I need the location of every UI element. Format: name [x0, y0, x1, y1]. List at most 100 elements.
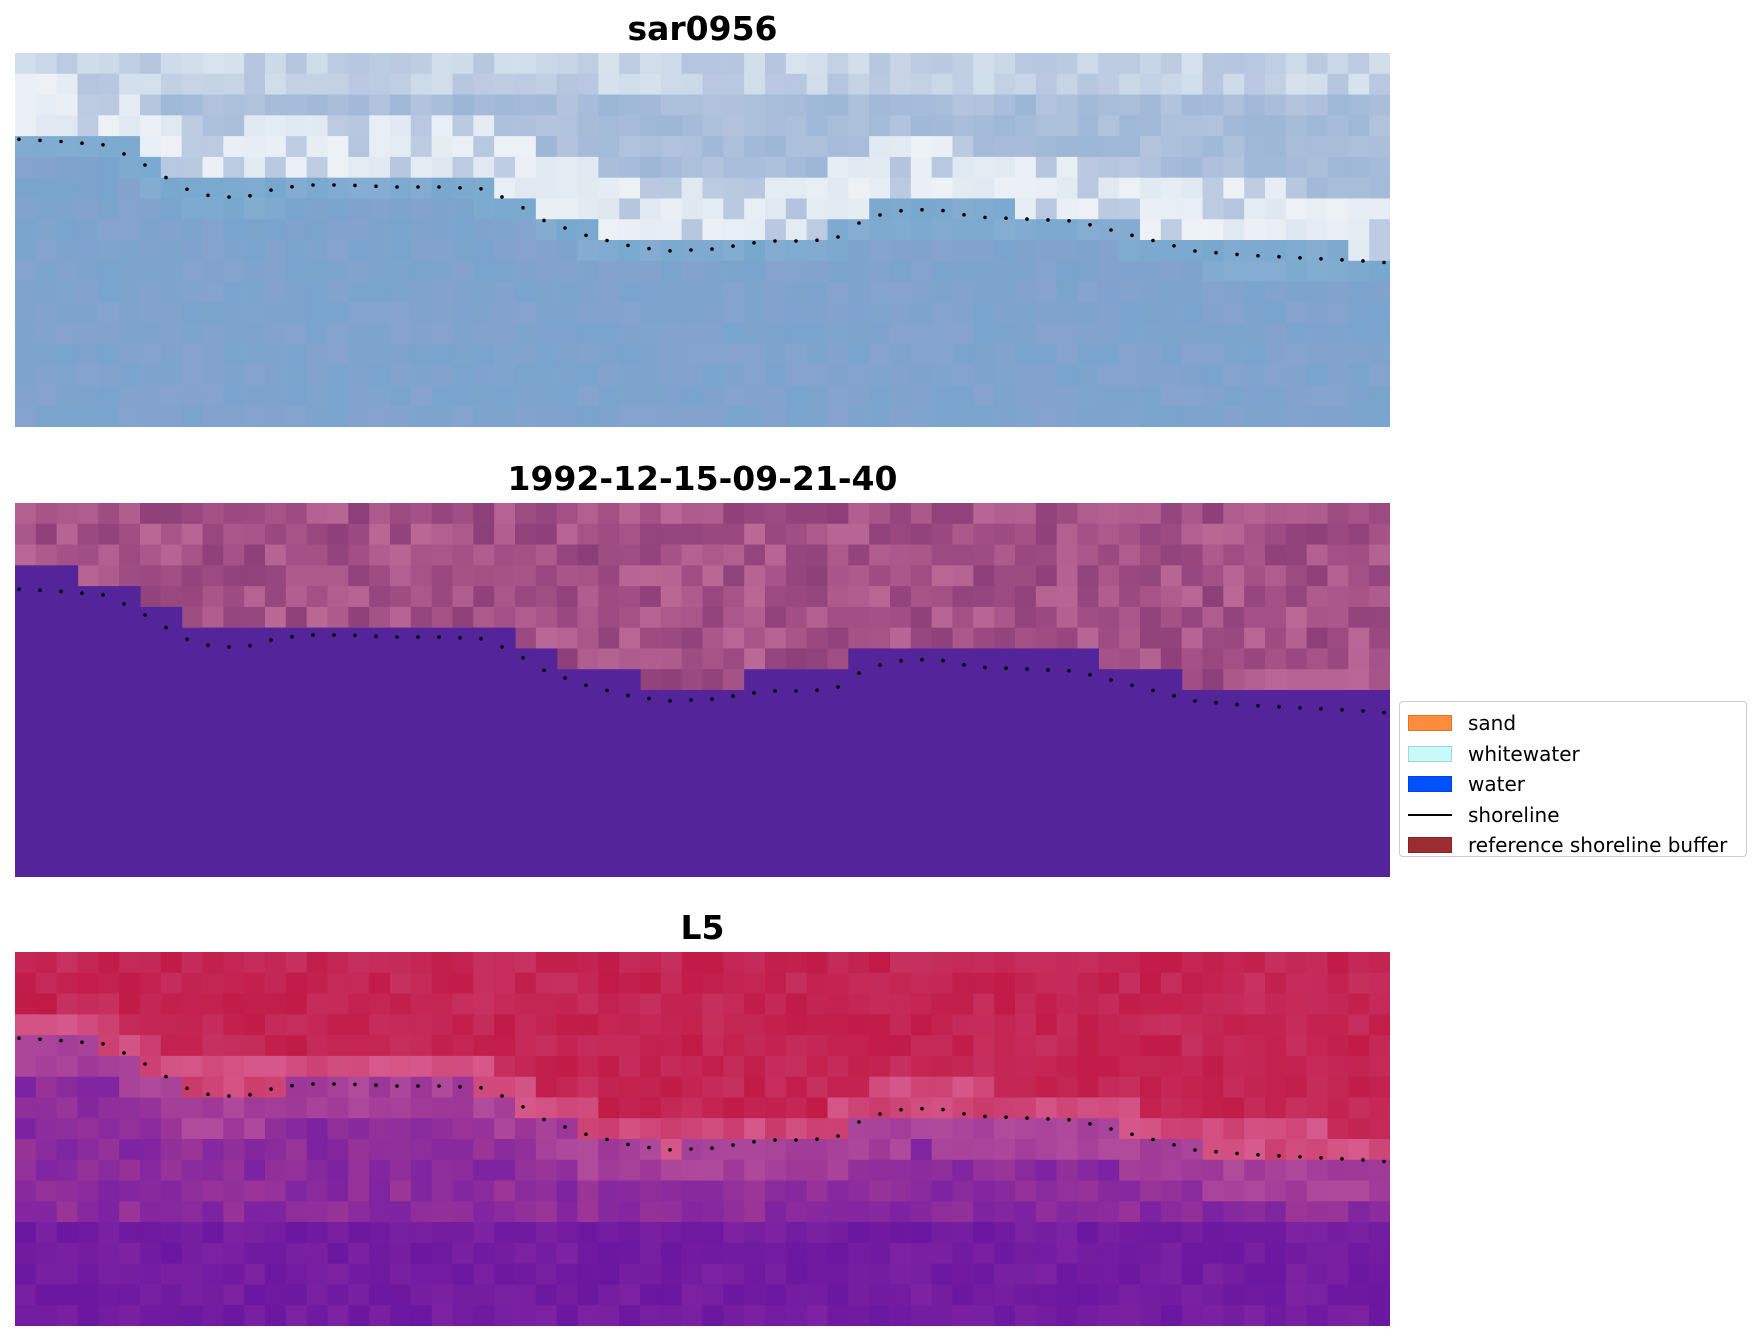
image-pixel [619, 1159, 641, 1182]
land-pixel [681, 503, 704, 525]
image-pixel [1140, 198, 1162, 220]
image-pixel [1140, 1284, 1162, 1306]
image-pixel [202, 1097, 224, 1119]
shoreline-point [1235, 1151, 1239, 1156]
image-pixel [765, 1055, 787, 1078]
image-pixel [1369, 972, 1390, 995]
image-pixel [369, 1076, 391, 1099]
image-pixel [1035, 952, 1058, 974]
image-pixel [535, 972, 558, 995]
image-pixel [1160, 1242, 1183, 1265]
image-pixel [15, 1242, 37, 1265]
image-pixel [77, 1242, 99, 1265]
image-pixel [744, 1139, 766, 1161]
image-pixel [306, 1139, 329, 1161]
image-pixel [910, 177, 933, 200]
image-pixel [598, 364, 620, 387]
image-pixel [702, 952, 724, 974]
image-pixel [431, 73, 454, 96]
image-pixel [119, 1118, 141, 1140]
image-pixel [244, 1180, 266, 1202]
image-pixel [1035, 281, 1058, 303]
image-pixel [869, 1201, 891, 1223]
image-pixel [952, 1055, 974, 1078]
image-pixel [702, 1201, 724, 1223]
image-pixel [1015, 1097, 1037, 1119]
image-pixel [973, 1284, 995, 1306]
land-pixel [931, 503, 954, 525]
image-pixel [1035, 1305, 1058, 1326]
image-pixel [535, 219, 558, 241]
shoreline-point [878, 213, 882, 217]
image-pixel [910, 1035, 933, 1057]
image-pixel [1348, 302, 1370, 324]
image-pixel [140, 260, 162, 283]
image-pixel [1035, 260, 1058, 283]
image-pixel [1140, 1118, 1162, 1140]
land-pixel [1369, 565, 1390, 587]
image-pixel [1056, 1201, 1079, 1223]
legend-item-shoreline: shoreline [1408, 800, 1746, 831]
image-pixel [577, 1097, 599, 1119]
shoreline-point [1298, 706, 1302, 710]
image-pixel [35, 406, 58, 427]
image-pixel [1202, 73, 1224, 96]
image-pixel [785, 406, 808, 427]
shoreline-point [1277, 704, 1281, 709]
land-pixel [265, 606, 287, 629]
water-pixel [1223, 690, 1245, 877]
land-pixel [535, 523, 558, 546]
shoreline-point [584, 233, 588, 238]
image-pixel [1348, 1242, 1370, 1265]
image-pixel [410, 1035, 433, 1057]
image-pixel [181, 1305, 204, 1326]
land-pixel [223, 544, 245, 566]
image-pixel [1015, 1284, 1037, 1306]
image-pixel [140, 1076, 162, 1099]
image-pixel [1056, 53, 1079, 75]
image-pixel [1244, 1222, 1266, 1244]
image-pixel [202, 198, 224, 220]
image-pixel [598, 1159, 620, 1182]
image-pixel [390, 1201, 412, 1223]
image-pixel [1369, 364, 1390, 387]
land-pixel [1015, 586, 1037, 608]
land-pixel [910, 565, 933, 587]
image-pixel [952, 1014, 974, 1036]
land-pixel [806, 523, 829, 546]
land-pixel [619, 544, 641, 566]
land-pixel [1369, 606, 1390, 629]
image-pixel [390, 136, 412, 158]
image-pixel [1327, 53, 1349, 75]
image-pixel [1348, 1139, 1370, 1161]
water-pixel [681, 690, 704, 877]
image-pixel [681, 156, 704, 179]
image-pixel [1327, 1242, 1349, 1265]
image-pixel [390, 1035, 412, 1057]
shoreline-point [269, 638, 273, 642]
image-pixel [431, 385, 454, 407]
shoreline [17, 587, 1386, 715]
shoreline-point [1109, 228, 1113, 232]
land-pixel [1035, 544, 1058, 566]
image-pixel [702, 323, 724, 345]
image-pixel [1077, 1159, 1099, 1182]
land-pixel [223, 523, 245, 546]
image-pixel [15, 1118, 37, 1140]
image-pixel [1119, 364, 1141, 387]
land-pixel [431, 606, 454, 629]
shoreline-point [248, 193, 252, 198]
land-pixel [285, 606, 308, 629]
image-pixel [98, 1201, 120, 1223]
image-pixel [1056, 385, 1079, 407]
land-pixel [890, 523, 912, 546]
image-pixel [556, 219, 579, 241]
land-pixel [98, 523, 120, 546]
image-pixel [1202, 198, 1224, 220]
image-pixel [265, 1180, 287, 1202]
land-pixel [931, 627, 954, 650]
image-pixel [1244, 1180, 1266, 1202]
image-pixel [1369, 136, 1390, 158]
land-pixel [1348, 669, 1370, 691]
image-pixel [77, 343, 99, 366]
